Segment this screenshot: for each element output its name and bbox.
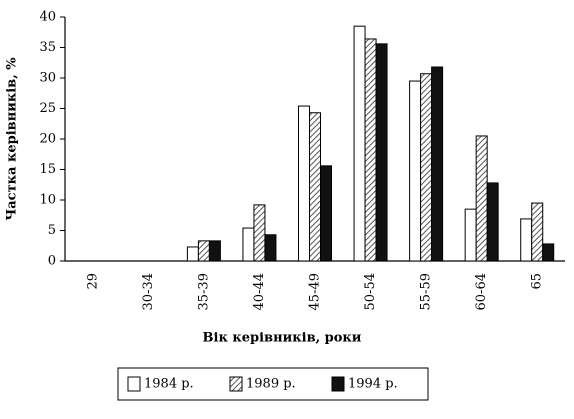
x-tick-label: 29: [85, 273, 100, 290]
legend-label: 1994 р.: [348, 377, 398, 392]
bar: [197, 240, 210, 262]
x-tick-label: 65: [530, 273, 545, 290]
x-tick-label: 60-64: [474, 273, 489, 310]
legend-label: 1989 р.: [246, 377, 296, 392]
bar: [375, 43, 388, 262]
bar: [186, 246, 199, 262]
legend-swatch: [127, 376, 141, 392]
bar: [298, 105, 310, 262]
x-tick-label: 45-49: [308, 273, 323, 310]
x-tick-label: 55-59: [419, 273, 434, 310]
bar: [420, 73, 433, 262]
bar: [242, 227, 255, 262]
bar: [309, 112, 321, 262]
legend-box: [117, 367, 429, 401]
legend-label: 1984 р.: [144, 377, 194, 392]
y-tick-label: 0: [48, 254, 56, 269]
x-axis-title: Вік керівників, роки: [203, 331, 362, 346]
y-tick-label: 5: [48, 223, 56, 238]
bar: [353, 25, 366, 262]
y-tick-label: 10: [39, 193, 56, 208]
x-tick-label: 30-34: [141, 273, 156, 310]
y-tick-label: 20: [39, 132, 56, 147]
y-tick-label: 25: [39, 101, 56, 116]
x-tick-label: 35-39: [196, 273, 211, 310]
y-tick-label: 40: [39, 10, 56, 25]
bar: [364, 38, 377, 262]
legend-swatch: [229, 376, 243, 392]
y-tick-label: 30: [39, 71, 56, 86]
bar: [208, 240, 221, 262]
bar: [486, 182, 499, 262]
bar: [409, 80, 422, 262]
bar: [475, 135, 488, 262]
bar: [531, 202, 544, 262]
y-tick-label: 35: [39, 40, 56, 55]
legend-swatch: [331, 376, 345, 392]
x-tick-label: 50-54: [363, 273, 378, 310]
y-tick-label: 15: [39, 162, 56, 177]
bar: [264, 234, 277, 262]
x-tick-label: 40-44: [252, 273, 267, 310]
y-axis-title: Частка керівників, %: [5, 57, 20, 221]
bar: [464, 208, 477, 262]
bar: [520, 218, 533, 262]
bar: [253, 204, 266, 262]
bar: [431, 66, 444, 262]
bar: [320, 165, 332, 262]
bar: [542, 243, 555, 262]
